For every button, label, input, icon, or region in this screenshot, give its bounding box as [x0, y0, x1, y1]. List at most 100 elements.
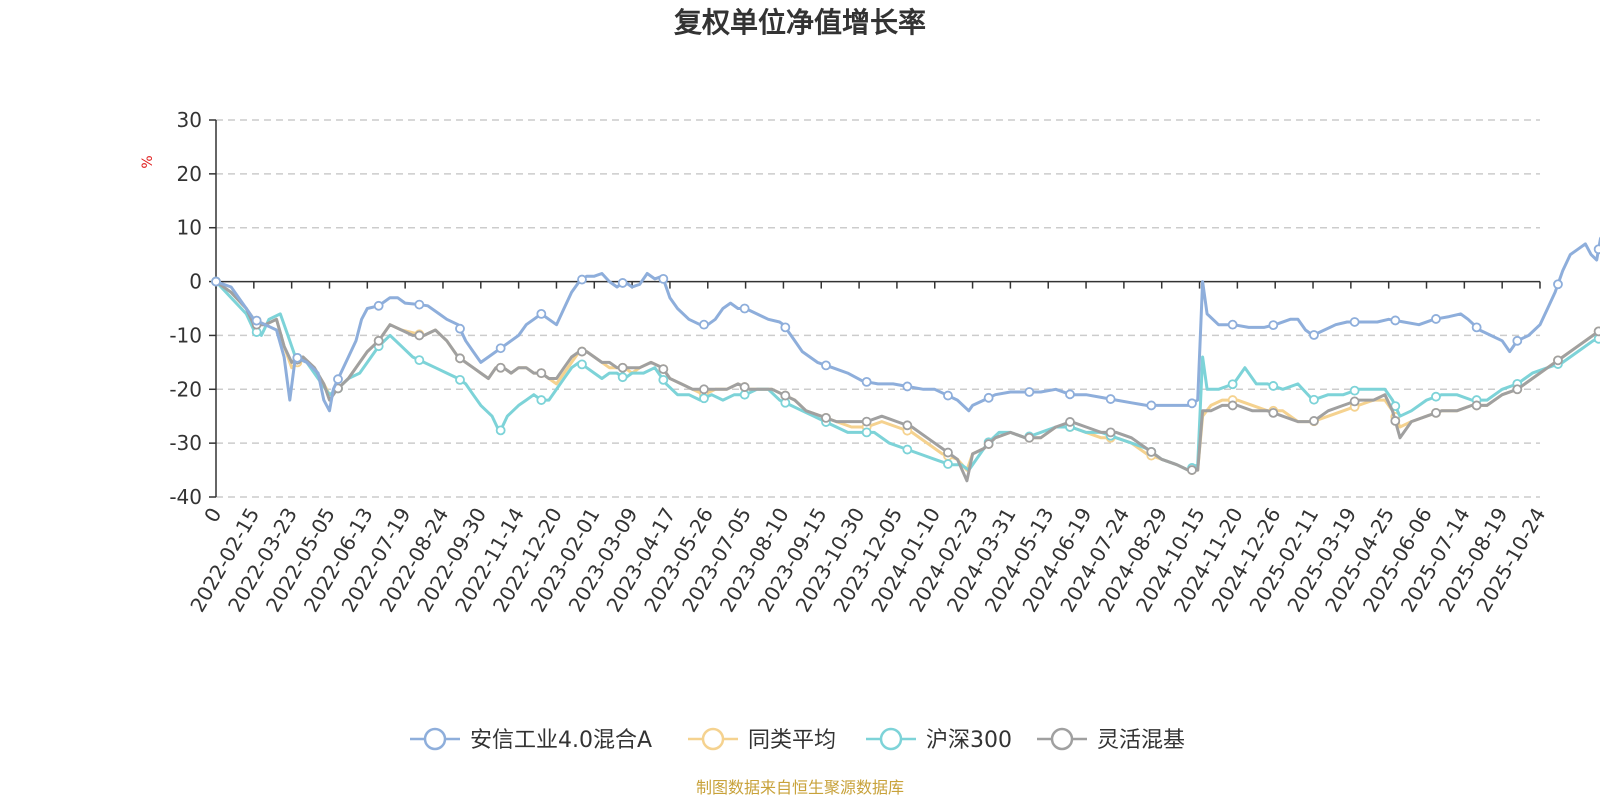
- axes: 3020100-10-20-30-4002022-02-152022-03-23…: [169, 108, 1550, 616]
- series-marker: [455, 353, 465, 364]
- series-marker: [577, 346, 587, 357]
- series-marker: [1512, 335, 1523, 346]
- y-tick-label: 30: [177, 108, 202, 132]
- y-tick-label: 20: [177, 162, 202, 186]
- series-marker: [658, 374, 669, 385]
- x-tick-label: 0: [199, 504, 226, 527]
- series-line: [214, 280, 1600, 472]
- series-marker: [1227, 400, 1238, 411]
- data-source-note: 制图数据来自恒生聚源数据库: [696, 778, 904, 797]
- series-marker: [1349, 317, 1360, 327]
- series-marker: [1024, 432, 1035, 443]
- legend-marker: [701, 727, 725, 751]
- series-marker: [373, 300, 384, 311]
- legend-label: 沪深300: [926, 728, 1012, 753]
- legend-marker: [879, 727, 903, 751]
- series-marker: [902, 420, 913, 431]
- series-marker: [861, 416, 872, 427]
- y-tick-label: -40: [169, 485, 202, 509]
- series-marker: [780, 390, 791, 401]
- series-marker: [943, 390, 953, 401]
- grid-lines: [216, 119, 1540, 498]
- series-marker: [1390, 315, 1401, 326]
- legend-marker: [423, 727, 447, 751]
- legend-item[interactable]: 同类平均: [688, 727, 836, 753]
- series-marker: [333, 374, 343, 385]
- legend-item[interactable]: 灵活混基: [1037, 727, 1185, 753]
- series-marker: [1431, 407, 1441, 418]
- series-marker: [983, 392, 994, 403]
- series-lines: [211, 236, 1600, 483]
- series-line: [215, 236, 1600, 413]
- series-marker: [536, 368, 547, 379]
- series-marker: [1390, 416, 1401, 426]
- series-marker: [699, 384, 709, 395]
- series-marker: [577, 359, 587, 370]
- series-marker: [699, 319, 709, 330]
- series-marker: [1431, 314, 1441, 324]
- series-marker: [1268, 407, 1279, 418]
- series-marker: [292, 352, 303, 363]
- series-marker: [251, 315, 262, 326]
- y-tick-label: -20: [169, 377, 202, 401]
- series-marker: [373, 335, 384, 346]
- series-marker: [1309, 330, 1319, 340]
- series-marker: [1553, 279, 1563, 290]
- series-marker: [1227, 319, 1238, 330]
- series-line: [215, 280, 1600, 483]
- series-marker: [495, 425, 506, 436]
- series-marker: [1553, 355, 1563, 366]
- series-marker: [1309, 416, 1319, 426]
- series-0: [211, 236, 1600, 413]
- legend-marker: [1050, 727, 1074, 751]
- legend[interactable]: 安信工业4.0混合A 同类平均 沪深300 灵活混基: [410, 727, 1185, 753]
- series-marker: [658, 273, 669, 284]
- series-marker: [1187, 398, 1197, 409]
- series-marker: [943, 447, 953, 458]
- series-marker: [577, 274, 587, 285]
- series-marker: [617, 278, 628, 288]
- series-marker: [1227, 379, 1238, 390]
- legend-item[interactable]: 安信工业4.0混合A: [410, 727, 652, 753]
- series-marker: [617, 372, 628, 383]
- y-tick-label: 0: [189, 270, 202, 294]
- series-marker: [1105, 394, 1116, 404]
- series-marker: [780, 322, 791, 333]
- series-marker: [699, 393, 709, 404]
- series-marker: [414, 299, 425, 310]
- series-marker: [861, 427, 872, 438]
- series-marker: [536, 395, 547, 405]
- legend-label: 同类平均: [748, 728, 836, 753]
- series-marker: [1105, 427, 1116, 438]
- series-marker: [617, 362, 628, 373]
- legend-label: 灵活混基: [1097, 728, 1185, 753]
- series-marker: [983, 439, 994, 449]
- series-marker: [211, 276, 221, 287]
- y-axis-unit: %: [140, 155, 156, 168]
- series-marker: [1471, 322, 1482, 333]
- series-marker: [739, 303, 750, 314]
- legend-item[interactable]: 沪深300: [866, 727, 1012, 753]
- series-marker: [821, 412, 831, 423]
- series-marker: [1512, 384, 1523, 395]
- series-marker: [495, 362, 506, 373]
- y-tick-label: -10: [169, 323, 202, 347]
- series-marker: [495, 343, 506, 354]
- series-marker: [1349, 385, 1360, 396]
- series-marker: [1431, 391, 1441, 402]
- chart-title: 复权单位净值增长率: [674, 6, 926, 39]
- series-marker: [1349, 396, 1360, 407]
- series-marker: [658, 364, 669, 374]
- series-marker: [1146, 400, 1157, 411]
- series-marker: [902, 444, 913, 455]
- y-tick-label: -30: [169, 431, 202, 455]
- series-marker: [536, 308, 547, 319]
- series-marker: [943, 459, 953, 469]
- series-marker: [1146, 446, 1157, 457]
- series-marker: [1471, 400, 1482, 411]
- series-marker: [1309, 394, 1319, 405]
- series-marker: [1024, 387, 1035, 397]
- series-marker: [1593, 244, 1600, 255]
- series-marker: [414, 330, 425, 341]
- series-marker: [739, 382, 750, 392]
